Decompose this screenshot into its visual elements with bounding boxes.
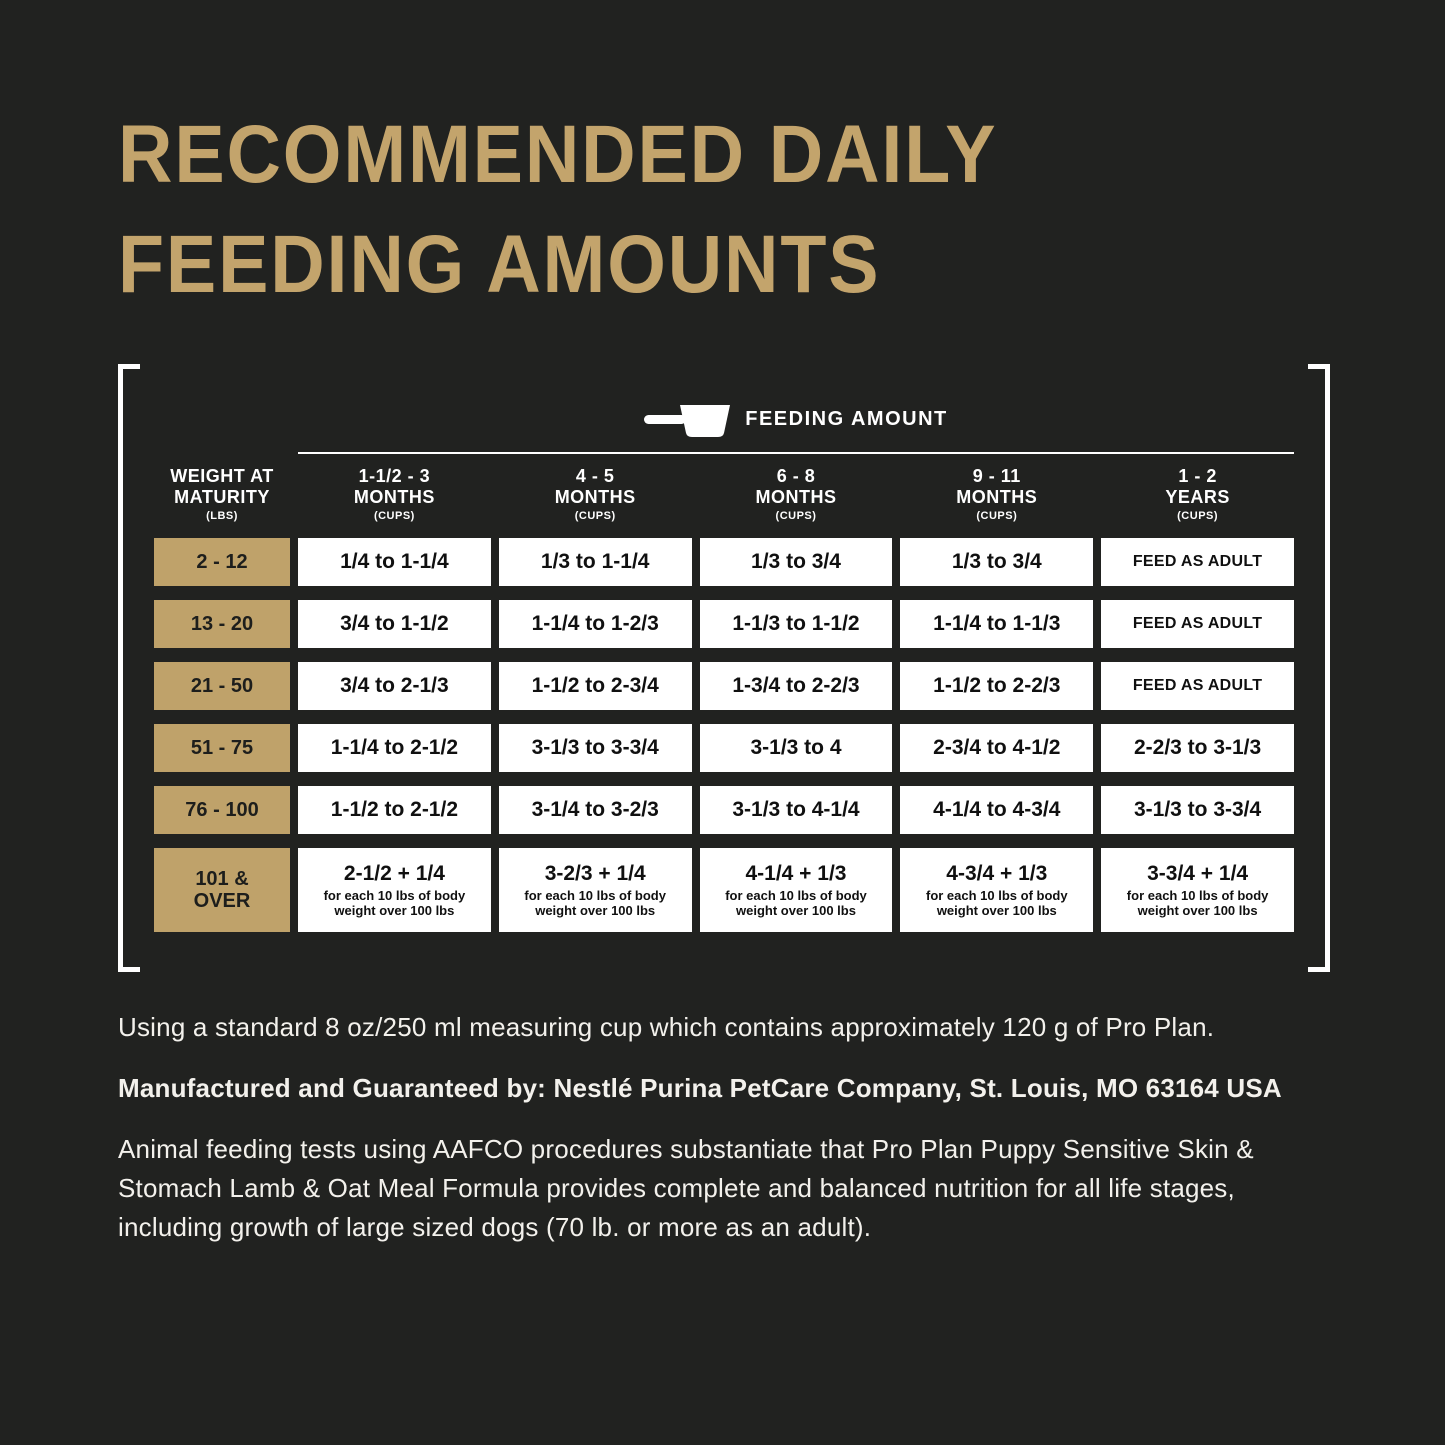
value-cell: 1-1/2 to 2-1/2 xyxy=(298,786,491,834)
column-unit: MONTHS xyxy=(956,487,1038,507)
label-panel: RECOMMENDED DAILY FEEDING AMOUNTS FEEDIN… xyxy=(118,100,1330,1247)
value-cell: 1/3 to 1-1/4 xyxy=(498,538,692,586)
column-header-5: 1 - 2 YEARS (CUPS) xyxy=(1101,466,1294,522)
value-cell: FEED AS ADULT xyxy=(1101,538,1294,586)
table-row-101-over: 101 & OVER 2-1/2 + 1/4 for each 10 lbs o… xyxy=(154,848,1294,932)
table-row: 13 - 20 3/4 to 1-1/2 1-1/4 to 1-2/3 1-1/… xyxy=(154,600,1294,648)
column-sub: (CUPS) xyxy=(775,510,817,522)
table-row: 76 - 100 1-1/2 to 2-1/2 3-1/4 to 3-2/3 3… xyxy=(154,786,1294,834)
value-cell: FEED AS ADULT xyxy=(1101,662,1294,710)
value-main: 2-1/2 + 1/4 xyxy=(343,862,445,885)
page-title-line1: RECOMMENDED DAILY xyxy=(118,109,998,200)
column-header-1: 1-1/2 - 3 MONTHS (CUPS) xyxy=(298,466,491,522)
feeding-table: FEEDING AMOUNT WEIGHT AT MATURITY (LBS) … xyxy=(118,364,1330,972)
value-cell: 3-1/3 to 4-1/4 xyxy=(699,786,893,834)
weight-cell: 51 - 75 xyxy=(154,724,290,772)
value-cell: 3/4 to 1-1/2 xyxy=(298,600,491,648)
value-cell: 1/3 to 3/4 xyxy=(900,538,1094,586)
column-sub: (CUPS) xyxy=(1177,510,1219,522)
weight-cell: 101 & OVER xyxy=(154,848,290,932)
footer-text-block: Using a standard 8 oz/250 ml measuring c… xyxy=(118,1008,1330,1247)
value-cell: 2-1/2 + 1/4 for each 10 lbs of body weig… xyxy=(298,848,491,932)
column-header-2: 4 - 5 MONTHS (CUPS) xyxy=(499,466,692,522)
value-cell: 1-1/4 to 1-2/3 xyxy=(498,600,692,648)
measuring-cup-icon xyxy=(644,405,731,437)
weight-cell: 21 - 50 xyxy=(154,662,290,710)
column-range: 6 - 8 xyxy=(776,466,816,486)
value-cell: 3-1/3 to 3-3/4 xyxy=(498,724,692,772)
value-cell: 1/3 to 3/4 xyxy=(699,538,893,586)
weight-cell: 2 - 12 xyxy=(154,538,290,586)
value-cell: 3-2/3 + 1/4 for each 10 lbs of body weig… xyxy=(498,848,692,932)
value-cell: 1-1/3 to 1-1/2 xyxy=(699,600,893,648)
table-row: 2 - 12 1/4 to 1-1/4 1/3 to 1-1/4 1/3 to … xyxy=(154,538,1294,586)
column-header-3: 6 - 8 MONTHS (CUPS) xyxy=(700,466,893,522)
left-bracket xyxy=(118,364,140,972)
value-cell: 3-3/4 + 1/4 for each 10 lbs of body weig… xyxy=(1101,848,1294,932)
value-cell: 1-1/2 to 2-2/3 xyxy=(900,662,1094,710)
table-row: 21 - 50 3/4 to 2-1/3 1-1/2 to 2-3/4 1-3/… xyxy=(154,662,1294,710)
value-note: for each 10 lbs of body weight over 100 … xyxy=(1126,888,1269,918)
column-range: 1 - 2 xyxy=(1178,466,1217,486)
column-range: 4 - 5 xyxy=(575,466,615,486)
column-sub: (CUPS) xyxy=(574,510,616,522)
value-cell: 3/4 to 2-1/3 xyxy=(298,662,491,710)
value-cell: 2-2/3 to 3-1/3 xyxy=(1101,724,1294,772)
feeding-amount-label: FEEDING AMOUNT xyxy=(745,407,948,430)
weight-line1: 101 & xyxy=(195,868,249,890)
weight-cell: 13 - 20 xyxy=(154,600,290,648)
column-unit: MONTHS xyxy=(353,487,435,507)
value-note: for each 10 lbs of body weight over 100 … xyxy=(725,888,867,918)
manufacturer-statement: Manufactured and Guaranteed by: Nestlé P… xyxy=(118,1073,1282,1103)
value-main: 4-1/4 + 1/3 xyxy=(745,862,847,885)
value-cell: 4-1/4 to 4-3/4 xyxy=(900,786,1094,834)
column-unit: YEARS xyxy=(1165,487,1230,507)
value-cell: FEED AS ADULT xyxy=(1101,600,1294,648)
value-cell: 4-3/4 + 1/3 for each 10 lbs of body weig… xyxy=(900,848,1094,932)
column-range: 1-1/2 - 3 xyxy=(358,466,431,486)
right-bracket xyxy=(1308,364,1330,972)
value-main: 3-2/3 + 1/4 xyxy=(544,862,646,885)
weight-header-sub: (LBS) xyxy=(206,510,238,522)
value-note: for each 10 lbs of body weight over 100 … xyxy=(524,888,666,918)
aafco-statement: Animal feeding tests using AAFCO procedu… xyxy=(118,1134,1254,1242)
measuring-cup-note: Using a standard 8 oz/250 ml measuring c… xyxy=(118,1012,1215,1042)
value-cell: 1-1/4 to 2-1/2 xyxy=(298,724,491,772)
value-main: 3-3/4 + 1/4 xyxy=(1147,862,1249,885)
value-main: 4-3/4 + 1/3 xyxy=(946,862,1048,885)
value-cell: 3-1/4 to 3-2/3 xyxy=(498,786,692,834)
column-unit: MONTHS xyxy=(554,487,636,507)
value-cell: 1-1/4 to 1-1/3 xyxy=(900,600,1094,648)
value-cell: 1-3/4 to 2-2/3 xyxy=(699,662,893,710)
column-header-4: 9 - 11 MONTHS (CUPS) xyxy=(900,466,1093,522)
header-rule xyxy=(298,452,1294,454)
table-header-row: WEIGHT AT MATURITY (LBS) 1-1/2 - 3 MONTH… xyxy=(154,466,1294,522)
value-cell: 1-1/2 to 2-3/4 xyxy=(498,662,692,710)
weight-line2: OVER xyxy=(193,890,251,912)
value-cell: 3-1/3 to 4 xyxy=(699,724,893,772)
column-range: 9 - 11 xyxy=(972,466,1021,486)
feeding-amount-header: FEEDING AMOUNT xyxy=(298,400,1294,438)
value-note: for each 10 lbs of body weight over 100 … xyxy=(925,888,1068,918)
weight-cell: 76 - 100 xyxy=(154,786,290,834)
weight-header-line2: MATURITY xyxy=(174,487,270,507)
value-cell: 1/4 to 1-1/4 xyxy=(298,538,491,586)
weight-header: WEIGHT AT MATURITY (LBS) xyxy=(154,466,290,522)
page-title-line2: FEEDING AMOUNTS xyxy=(118,219,881,310)
value-cell: 4-1/4 + 1/3 for each 10 lbs of body weig… xyxy=(699,848,893,932)
table-row: 51 - 75 1-1/4 to 2-1/2 3-1/3 to 3-3/4 3-… xyxy=(154,724,1294,772)
weight-header-line1: WEIGHT AT xyxy=(170,466,274,486)
column-sub: (CUPS) xyxy=(373,510,415,522)
value-cell: 2-3/4 to 4-1/2 xyxy=(900,724,1094,772)
column-unit: MONTHS xyxy=(755,487,837,507)
page-title: RECOMMENDED DAILY FEEDING AMOUNTS xyxy=(118,100,1233,320)
value-note: for each 10 lbs of body weight over 100 … xyxy=(323,888,466,918)
column-sub: (CUPS) xyxy=(976,510,1018,522)
value-cell: 3-1/3 to 3-3/4 xyxy=(1101,786,1294,834)
